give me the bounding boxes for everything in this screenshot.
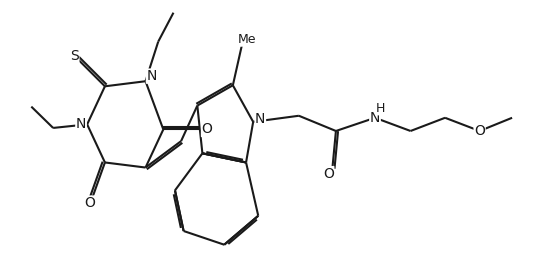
Text: O: O: [201, 122, 212, 136]
Text: O: O: [323, 167, 334, 181]
Text: O: O: [474, 124, 485, 138]
Text: N: N: [370, 111, 380, 125]
Text: H: H: [376, 102, 385, 115]
Text: O: O: [84, 196, 95, 210]
Text: N: N: [76, 117, 86, 131]
Text: Me: Me: [238, 33, 256, 46]
Text: N: N: [146, 69, 157, 83]
Text: S: S: [70, 49, 79, 63]
Text: N: N: [255, 112, 266, 126]
